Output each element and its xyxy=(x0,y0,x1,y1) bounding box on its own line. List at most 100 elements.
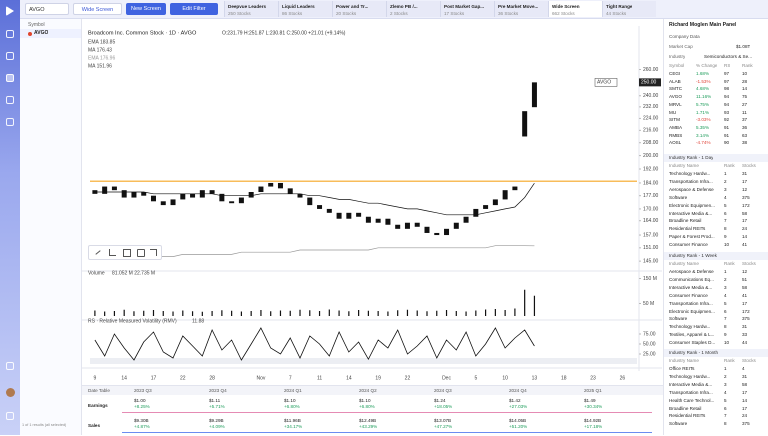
x-tick-label: 7 xyxy=(289,375,292,381)
peer-symbol[interactable]: SMTC xyxy=(669,86,683,92)
volume-bar xyxy=(416,310,418,316)
tab-name: Deepvue Leaders xyxy=(228,4,267,9)
tool-path[interactable] xyxy=(109,249,116,256)
candle xyxy=(131,192,137,198)
nav-icon[interactable] xyxy=(6,52,14,60)
peer-symbol[interactable]: AMBA xyxy=(669,124,683,130)
rank-cell: 9 xyxy=(724,332,727,338)
candle xyxy=(121,190,127,198)
nav-icon[interactable] xyxy=(6,74,14,82)
rank-cell: Consumer Finance xyxy=(669,242,708,248)
rank-cell: Technology Hardw... xyxy=(669,373,711,379)
symbol[interactable]: AVGO xyxy=(34,30,49,36)
volume-bar xyxy=(348,311,350,316)
tab-count: 662 Stocks xyxy=(552,11,575,16)
screen-tab[interactable]: Power and Tr... 20 Stocks xyxy=(332,1,386,17)
peer-symbol[interactable]: MRVL xyxy=(669,101,682,107)
column-header: Rank xyxy=(724,163,735,168)
screen-tab[interactable]: Pre Market Move... 36 Stocks xyxy=(494,1,548,17)
nav-icon[interactable] xyxy=(6,118,14,126)
quarter-header: 2025 Q1 xyxy=(584,388,602,393)
rank-cell: 33 xyxy=(742,332,748,338)
peer-symbol[interactable]: RMBS xyxy=(669,132,683,138)
tool-line[interactable] xyxy=(95,250,101,255)
rank-cell: 1 xyxy=(724,171,727,176)
peer-symbol[interactable]: CEGI xyxy=(669,71,681,76)
candle xyxy=(102,186,108,194)
volume-bar xyxy=(475,310,477,316)
candle xyxy=(336,212,342,219)
rank-cell: Electronic Equipmen... xyxy=(669,308,715,314)
x-tick-label: Dec xyxy=(442,375,451,381)
volume-bar xyxy=(133,311,135,316)
nav-icon[interactable] xyxy=(6,362,14,370)
label: Market Cap xyxy=(669,44,693,49)
column-header: Stocks xyxy=(742,358,756,363)
screen-tab[interactable]: Zlemo PB /... 2 Stocks xyxy=(386,1,440,17)
peer-symbol[interactable]: AVGO xyxy=(669,94,682,100)
side-panel: Richard Moglen Main Panel Company Data Mar… xyxy=(663,19,768,435)
x-tick-label: 22 xyxy=(405,375,411,381)
screen-tab[interactable]: Post Market Gap... 17 Stocks xyxy=(440,1,494,17)
peer-symbol[interactable]: AOSL xyxy=(669,140,682,146)
rank-cell: 3 xyxy=(724,284,727,290)
cell-value: $9.30B xyxy=(134,418,149,423)
peer-symbol[interactable]: SITM xyxy=(669,117,680,123)
candle xyxy=(238,197,244,204)
peer-symbol[interactable]: ALAB xyxy=(669,78,681,84)
chart: 260.00 240.00 232.00 224.00 216.00 208.00 200.… xyxy=(82,26,662,381)
peer-symbol[interactable]: MU xyxy=(669,109,677,115)
cell-value: $14.05B xyxy=(509,418,527,423)
rank-cell: 17 xyxy=(742,389,748,395)
volume-bar xyxy=(299,309,301,316)
peer-cell: 1.71% xyxy=(696,109,710,115)
rank-cell: 31 xyxy=(742,373,748,379)
tool-box[interactable] xyxy=(137,249,145,257)
x-tick-label: 23 xyxy=(590,375,596,381)
avatar[interactable] xyxy=(6,388,15,397)
screen-tab[interactable]: Deepvue Leaders 250 Stocks xyxy=(224,1,278,17)
screen-select[interactable]: Wide Screen xyxy=(73,3,122,15)
nav-icon[interactable] xyxy=(6,412,14,420)
volume-bar xyxy=(426,311,428,316)
rank-cell: Consumer Staples D... xyxy=(669,340,716,346)
moving-average xyxy=(94,245,535,260)
rank-band xyxy=(664,349,768,357)
x-tick-label: Nov xyxy=(256,375,265,381)
screen-tab[interactable]: Liquid Leaders 86 Stocks xyxy=(278,1,332,17)
rank-cell: Textiles, Apparel & L... xyxy=(669,332,715,338)
screen-tab[interactable]: Wide Screen 662 Stocks xyxy=(548,1,602,17)
row-highlight[interactable] xyxy=(20,29,81,38)
volume-bar xyxy=(162,311,164,316)
column-header: Industry Name xyxy=(669,261,699,266)
search-input[interactable]: AVGO xyxy=(25,3,69,15)
cell-change: +18.05% xyxy=(434,404,453,409)
tool-rect[interactable] xyxy=(123,249,131,257)
volume-bar xyxy=(514,308,516,316)
new-screen-button[interactable]: New Screen xyxy=(126,3,166,15)
rank-cell: 375 xyxy=(742,194,750,200)
nav-icon[interactable] xyxy=(6,30,14,38)
peer-cell: 90 xyxy=(724,140,730,146)
y-tick-label: 50 M xyxy=(643,301,654,307)
candle xyxy=(502,190,508,200)
x-tick-label: 26 xyxy=(620,375,626,381)
x-tick-label: 10 xyxy=(502,375,508,381)
candle xyxy=(522,111,528,137)
rank-cell: 7 xyxy=(724,218,727,224)
screen-tab[interactable]: Tight Range 44 Stocks xyxy=(602,1,656,17)
rank-cell: 31 xyxy=(742,324,748,330)
tab-count: 44 Stocks xyxy=(606,11,627,16)
edit-filter-button[interactable]: Edit Filter xyxy=(170,3,218,15)
rank-cell: 1 xyxy=(724,366,727,371)
nav-icon[interactable] xyxy=(6,96,14,104)
volume-bar xyxy=(338,310,340,316)
tool-measure[interactable] xyxy=(150,249,157,256)
rank-cell: 1 xyxy=(724,269,727,274)
cell-change: +5.71% xyxy=(209,404,225,409)
rank-cell: 41 xyxy=(742,242,748,248)
last-price-tag xyxy=(594,78,618,87)
label: Industry xyxy=(669,54,686,59)
column-header: Symbol xyxy=(28,22,45,28)
cell-value: $1.42 xyxy=(509,398,521,403)
